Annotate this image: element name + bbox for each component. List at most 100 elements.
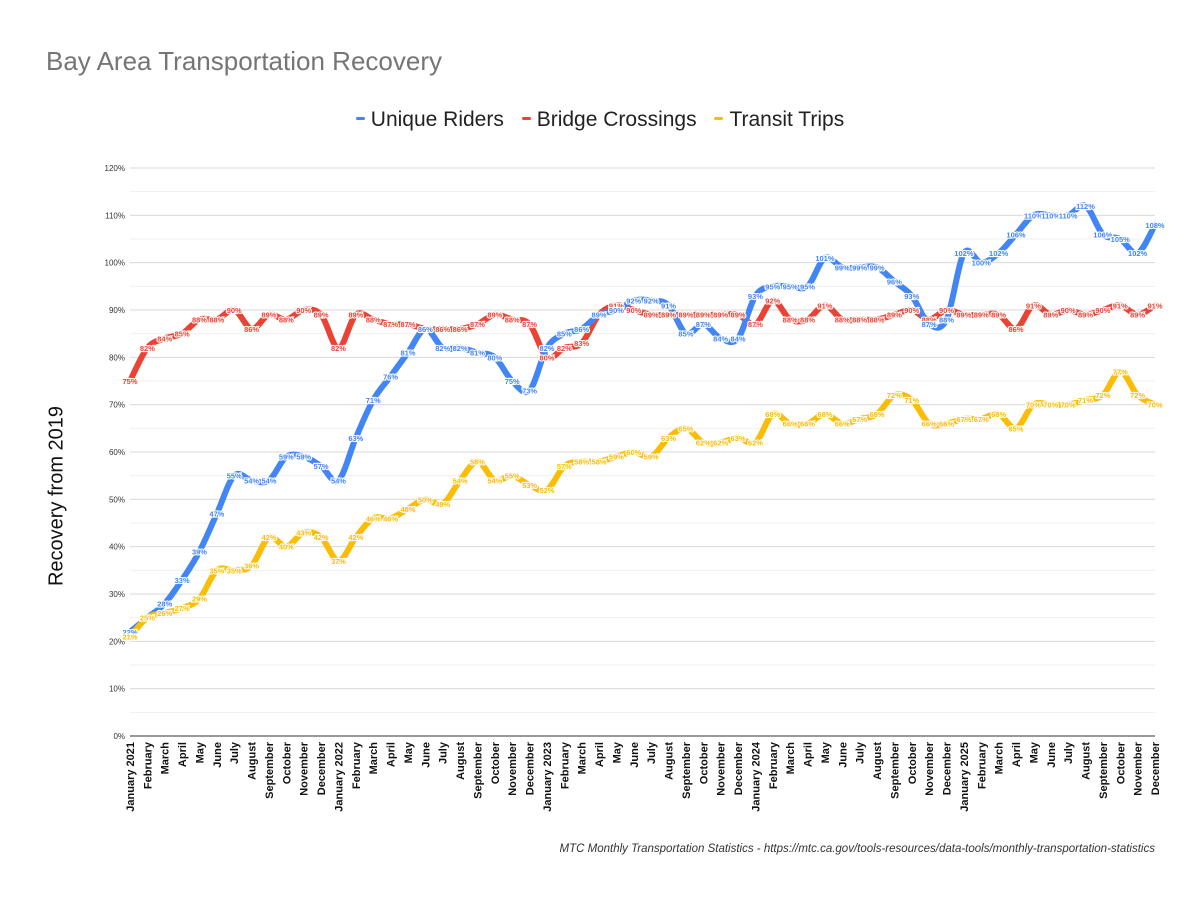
data-label-bridge-crossings: 88% (505, 315, 520, 324)
x-tick-label: September (681, 741, 693, 799)
x-tick-label: September (472, 741, 484, 799)
data-label-transit-trips: 37% (331, 557, 346, 566)
data-label-transit-trips: 59% (644, 453, 659, 462)
legend-item-unique-riders[interactable]: Unique Riders (355, 108, 504, 132)
x-tick-label: April (386, 742, 398, 767)
data-label-bridge-crossings: 82% (140, 344, 155, 353)
data-label-unique-riders: 82% (453, 344, 468, 353)
data-label-bridge-crossings: 88% (835, 315, 850, 324)
x-tick-label: January 2025 (959, 742, 971, 812)
y-tick-label: 90% (109, 306, 125, 315)
x-tick-label: October (698, 741, 710, 784)
y-tick-label: 30% (109, 590, 125, 599)
data-label-unique-riders: 96% (887, 278, 902, 287)
data-label-transit-trips: 62% (748, 439, 763, 448)
data-label-bridge-crossings: 91% (817, 301, 832, 310)
chart-title: Bay Area Transportation Recovery (46, 46, 442, 76)
data-label-unique-riders: 73% (522, 386, 537, 395)
x-tick-label: December (525, 741, 537, 795)
data-label-transit-trips: 58% (592, 457, 607, 466)
data-label-transit-trips: 72% (887, 391, 902, 400)
data-label-transit-trips: 71% (1078, 396, 1093, 405)
data-label-unique-riders: 81% (470, 349, 485, 358)
data-label-bridge-crossings: 87% (400, 320, 415, 329)
x-tick-label: May (611, 741, 623, 763)
y-tick-label: 50% (109, 495, 125, 504)
x-tick-label: February (351, 741, 363, 789)
data-label-bridge-crossings: 87% (748, 320, 763, 329)
x-tick-label: May (1028, 741, 1040, 763)
data-label-transit-trips: 66% (800, 420, 815, 429)
data-label-transit-trips: 36% (244, 562, 259, 571)
data-label-bridge-crossings: 88% (800, 315, 815, 324)
y-tick-label: 20% (109, 637, 125, 646)
data-label-unique-riders: 93% (904, 292, 919, 301)
data-label-unique-riders: 99% (835, 263, 850, 272)
data-label-bridge-crossings: 89% (731, 311, 746, 320)
data-label-unique-riders: 102% (1128, 249, 1148, 258)
data-label-transit-trips: 72% (1130, 391, 1145, 400)
data-label-bridge-crossings: 91% (609, 301, 624, 310)
x-tick-label: November (299, 741, 311, 796)
y-tick-label: 100% (105, 259, 125, 268)
y-tick-label: 110% (105, 211, 125, 220)
x-tick-label: May (820, 741, 832, 763)
legend-item-transit-trips[interactable]: Transit Trips (714, 108, 844, 132)
data-label-unique-riders: 89% (592, 311, 607, 320)
x-tick-label: July (438, 741, 450, 764)
data-label-bridge-crossings: 89% (1078, 311, 1093, 320)
x-tick-label: January 2024 (750, 741, 762, 812)
data-label-unique-riders: 85% (678, 330, 693, 339)
data-label-transit-trips: 35% (209, 566, 224, 575)
x-tick-label: June (837, 742, 849, 768)
data-label-transit-trips: 63% (731, 434, 746, 443)
x-tick-label: January 2022 (333, 742, 345, 812)
data-labels: 75%82%84%85%88% 88%90%86%89%88%90%89%82%8… (121, 201, 1166, 643)
data-label-unique-riders: 90% (609, 306, 624, 315)
x-tick-label: March (160, 742, 172, 775)
data-label-bridge-crossings: 89% (956, 311, 971, 320)
data-label-unique-riders: 55% (227, 472, 242, 481)
data-label-bridge-crossings: 89% (713, 311, 728, 320)
y-tick-label: 60% (109, 448, 125, 457)
data-label-unique-riders: 54% (244, 476, 259, 485)
data-label-bridge-crossings: 87% (522, 320, 537, 329)
legend: Unique Riders Bridge Crossings Transit T… (0, 108, 1200, 132)
data-label-transit-trips: 70% (1043, 401, 1058, 410)
data-label-transit-trips: 77% (1113, 368, 1128, 377)
data-label-bridge-crossings: 86% (435, 325, 450, 334)
data-label-unique-riders: 25% (140, 614, 155, 623)
data-label-bridge-crossings: 75% (122, 377, 137, 386)
x-tick-label: August (664, 742, 676, 780)
legend-label-transit-trips: Transit Trips (729, 108, 845, 131)
data-label-unique-riders: 86% (418, 325, 433, 334)
data-label-bridge-crossings: 89% (644, 311, 659, 320)
data-label-unique-riders: 110% (1041, 211, 1060, 220)
data-label-bridge-crossings: 89% (1130, 311, 1145, 320)
data-label-unique-riders: 54% (261, 476, 276, 485)
data-label-transit-trips: 49% (435, 500, 450, 509)
legend-item-bridge-crossings[interactable]: Bridge Crossings (521, 108, 697, 132)
x-tick-label: September (1098, 741, 1110, 799)
data-label-transit-trips: 65% (678, 424, 693, 433)
data-label-bridge-crossings: 88% (279, 315, 294, 324)
data-label-transit-trips: 42% (314, 533, 329, 542)
data-label-bridge-crossings: 90% (904, 306, 919, 315)
data-label-transit-trips: 68% (817, 410, 832, 419)
data-label-unique-riders: 101% (815, 254, 835, 263)
data-label-transit-trips: 52% (539, 486, 554, 495)
y-tick-label: 120% (105, 164, 125, 173)
data-label-transit-trips: 43% (296, 528, 311, 537)
data-label-transit-trips: 50% (418, 495, 433, 504)
x-tick-label: April (594, 742, 606, 767)
legend-swatch-bridge-crossings (521, 116, 531, 120)
data-label-bridge-crossings: 89% (887, 311, 902, 320)
data-label-unique-riders: 59% (296, 453, 311, 462)
data-label-transit-trips: 46% (366, 514, 381, 523)
x-tick-label: October (490, 741, 502, 784)
data-label-transit-trips: 29% (192, 595, 207, 604)
x-tick-label: June (420, 742, 432, 768)
data-label-unique-riders: 112% (1076, 202, 1095, 211)
x-tick-label: December (316, 741, 328, 795)
